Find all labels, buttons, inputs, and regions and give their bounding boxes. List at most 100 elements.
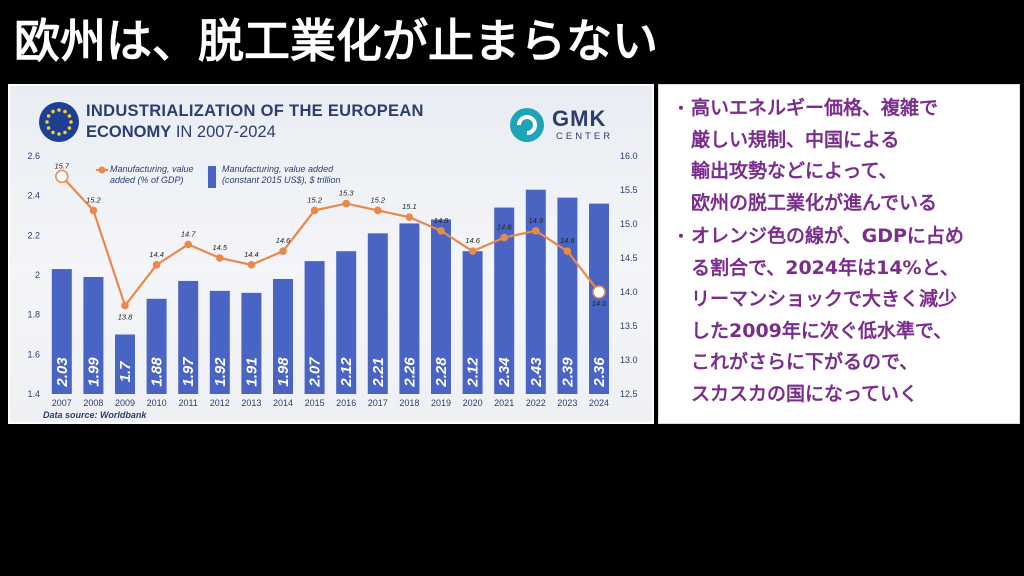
- line-data-label: 14.9: [434, 216, 449, 225]
- bullet-2-line-2: る割合で、2024年は14%と、: [691, 256, 959, 279]
- chart-title-line2: ECONOMY IN 2007-2024: [86, 123, 424, 142]
- x-tick-label: 2007: [52, 398, 72, 408]
- y-right-tick-label: 13.5: [620, 321, 638, 331]
- chart-title: INDUSTRIALIZATION OF THE EUROPEAN ECONOM…: [86, 102, 424, 142]
- line-point: [247, 261, 256, 269]
- gmk-logo-icon: [510, 108, 544, 142]
- x-tick-label: 2019: [431, 398, 451, 408]
- line-point: [437, 227, 445, 235]
- bar-data-label: 2.36: [591, 357, 608, 388]
- line-data-label: 14.6: [276, 236, 291, 245]
- data-source: Data source: Worldbank: [43, 410, 147, 420]
- bar: [589, 203, 609, 394]
- bar: [209, 290, 230, 394]
- eu-flag-icon: [39, 102, 79, 142]
- y-right-tick-label: 13.0: [620, 355, 638, 365]
- bar-data-label: 2.26: [401, 357, 418, 388]
- x-tick-label: 2022: [526, 398, 546, 408]
- x-tick-label: 2024: [589, 398, 609, 408]
- y-left-tick-label: 2.6: [27, 151, 40, 161]
- line-data-label: 15.1: [402, 202, 417, 211]
- y-left-tick-label: 2: [35, 270, 40, 280]
- bar: [399, 223, 420, 394]
- line-point: [279, 247, 287, 255]
- line-point: [342, 199, 351, 208]
- chart-card: INDUSTRIALIZATION OF THE EUROPEAN ECONOM…: [8, 84, 654, 424]
- bullet-1-line-4: 欧州の脱工業化が進んでいる: [691, 191, 938, 214]
- bar: [146, 298, 167, 394]
- x-tick-label: 2014: [273, 398, 293, 408]
- x-tick-label: 2018: [399, 398, 419, 408]
- line-data-label: 14.4: [149, 250, 164, 259]
- gmk-logo: GMK CENTER: [510, 106, 640, 146]
- bar: [304, 261, 325, 394]
- line-data-label: 15.2: [86, 195, 101, 204]
- line-data-label: 13.8: [118, 313, 133, 322]
- line-data-label: 14.0: [592, 299, 607, 308]
- bar: [336, 251, 357, 394]
- line-point: [500, 233, 509, 242]
- line-data-label: 14.7: [181, 229, 196, 238]
- y-left-tick-label: 1.6: [27, 349, 40, 359]
- x-tick-label: 2013: [241, 398, 261, 408]
- bar: [115, 334, 135, 394]
- bullet-1-line-1: 高いエネルギー価格、複雑で: [691, 97, 939, 119]
- x-tick-label: 2011: [179, 398, 198, 408]
- bar: [241, 292, 262, 394]
- bar: [525, 189, 546, 394]
- y-left-tick-label: 1.8: [27, 310, 40, 320]
- bullet-2-line-5: これがさらに下がるので、: [691, 351, 919, 373]
- y-right-tick-label: 15.5: [620, 185, 638, 195]
- x-tick-label: 2008: [83, 398, 103, 408]
- legend-bar-swatch: [208, 166, 216, 188]
- bar: [367, 233, 388, 394]
- y-left-tick-label: 2.4: [27, 191, 40, 201]
- bar-data-label: 2.28: [433, 357, 450, 388]
- legend-line-label-2: added (% of GDP): [110, 175, 184, 185]
- bar: [494, 207, 515, 394]
- legend-bar-label-1: Manufacturing, value added: [222, 164, 334, 174]
- bullet-1-line-3: 輸出攻勢などによって、: [691, 160, 898, 182]
- bar: [431, 219, 451, 394]
- series-line: [60, 175, 600, 308]
- x-tick-label: 2012: [210, 398, 230, 408]
- chart-title-line1: INDUSTRIALIZATION OF THE EUROPEAN: [86, 102, 424, 120]
- x-tick-label: 2016: [336, 398, 356, 408]
- bar-data-label: 2.07: [307, 357, 324, 388]
- line-point: [374, 206, 382, 215]
- chart-title-rest: IN 2007-2024: [171, 123, 276, 141]
- bullet-2-line-3: リーマンショックで大きく減少: [691, 288, 958, 310]
- bar: [51, 269, 72, 394]
- bullet-marker: ・: [673, 99, 690, 118]
- bar-data-label: 2.43: [528, 357, 545, 388]
- line-point: [532, 227, 540, 235]
- line-point: [184, 240, 192, 249]
- line-data-label: 14.5: [212, 243, 227, 252]
- chart-title-bold: ECONOMY: [86, 123, 172, 141]
- chart-plot: 1.4 1.6 1.8 2 2.2 2.4 2.6 12.5 13.0 13.5 14.0 14.5 1…: [27, 151, 638, 408]
- line-data-label: 14.9: [528, 216, 543, 225]
- line-point: [310, 206, 319, 215]
- commentary-bullet-1: ・ 高いエネルギー価格、複雑で 厳しい規制、中国による 輸出攻勢などによって、 …: [673, 93, 1009, 219]
- y-right-tick-label: 12.5: [620, 389, 638, 399]
- bar: [462, 251, 483, 394]
- line-point: [121, 301, 129, 310]
- x-tick-label: 2009: [115, 398, 135, 408]
- line-data-label: 15.7: [54, 161, 69, 170]
- x-tick-label: 2023: [557, 398, 577, 408]
- line-point: [563, 247, 572, 255]
- bullet-2-line-4: した2009年に次ぐ低水準で、: [691, 319, 953, 342]
- bar-data-label: 1.88: [149, 357, 166, 387]
- line-point: [405, 213, 414, 221]
- line-point: [468, 247, 477, 255]
- logo-name: GMK: [552, 106, 607, 131]
- y-right-tick-label: 15.0: [620, 219, 638, 229]
- legend-line-label-1: Manufacturing, value: [110, 164, 194, 174]
- y-right-tick-label: 14.0: [620, 287, 638, 297]
- bar-data-label: 1.99: [85, 357, 102, 387]
- line-point: [152, 261, 161, 269]
- bar: [273, 278, 293, 394]
- y-left-tick-label: 1.4: [27, 389, 40, 399]
- line-data-label: 14.4: [244, 250, 259, 259]
- bar: [178, 280, 199, 394]
